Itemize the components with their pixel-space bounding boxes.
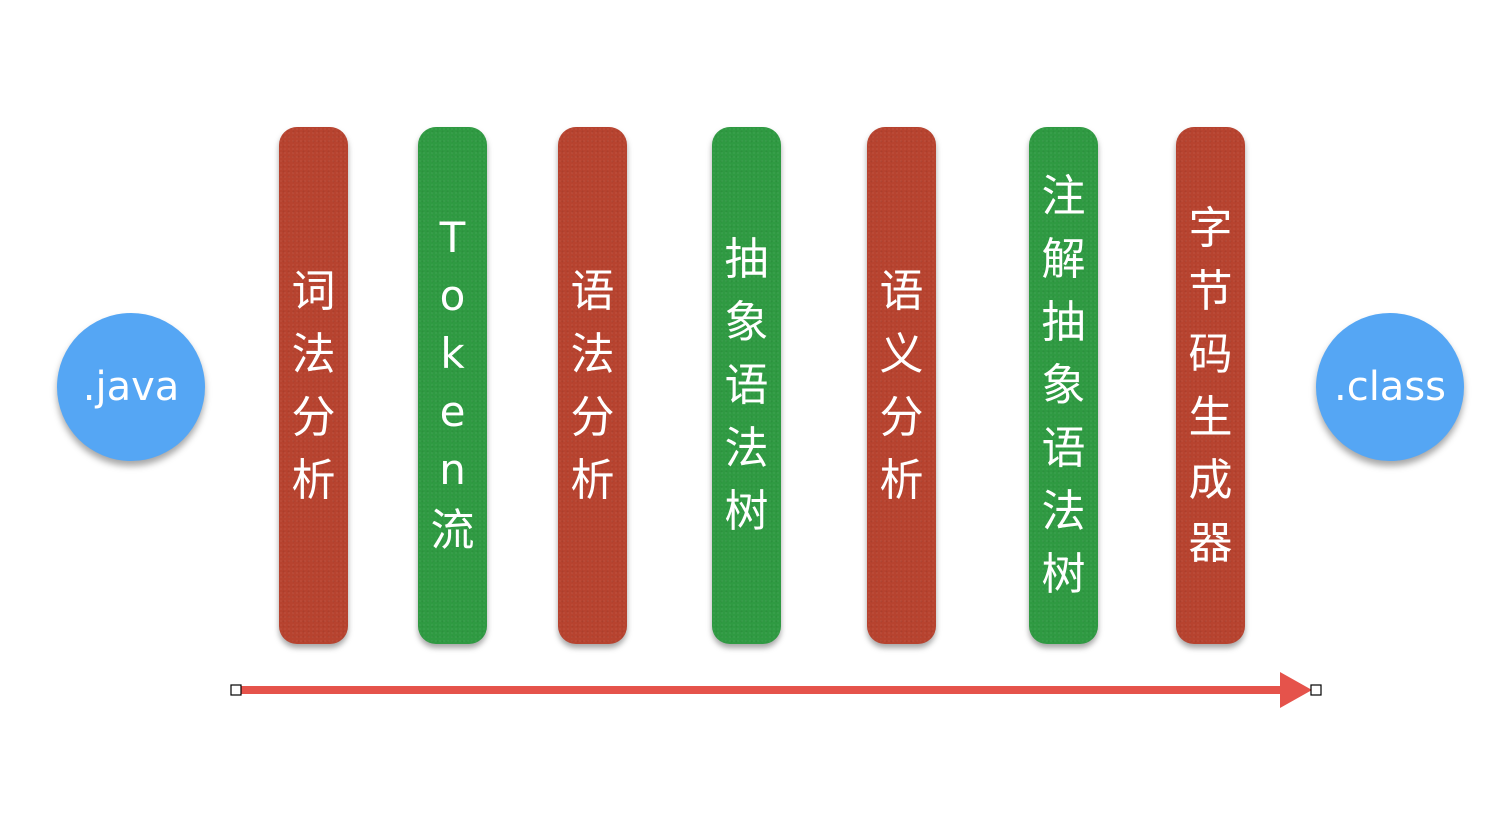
stage-bar-7: 字节码生成器 bbox=[1176, 127, 1245, 644]
arrow-start-handle bbox=[230, 684, 242, 696]
stage-label: 语义分析 bbox=[879, 265, 924, 506]
stage-label: 注解抽象语法树 bbox=[1041, 171, 1086, 600]
stage-bar-3: 语法分析 bbox=[558, 127, 627, 644]
source-node-label: .java bbox=[82, 364, 180, 410]
stage-bar-1: 词法分析 bbox=[279, 127, 348, 644]
stage-bar-6: 注解抽象语法树 bbox=[1029, 127, 1098, 644]
target-node-label: .class bbox=[1333, 364, 1446, 410]
stage-label: 抽象语法树 bbox=[724, 234, 769, 537]
stage-label: 字节码生成器 bbox=[1188, 202, 1233, 569]
stage-label: 词法分析 bbox=[291, 265, 336, 506]
target-node-class: .class bbox=[1316, 313, 1464, 461]
stage-bar-5: 语义分析 bbox=[867, 127, 936, 644]
arrow-end-handle bbox=[1310, 684, 1322, 696]
arrow-head bbox=[1280, 672, 1312, 708]
source-node-java: .java bbox=[57, 313, 205, 461]
stage-label: 语法分析 bbox=[570, 265, 615, 506]
stage-bar-4: 抽象语法树 bbox=[712, 127, 781, 644]
flow-arrow-icon bbox=[230, 672, 1322, 708]
